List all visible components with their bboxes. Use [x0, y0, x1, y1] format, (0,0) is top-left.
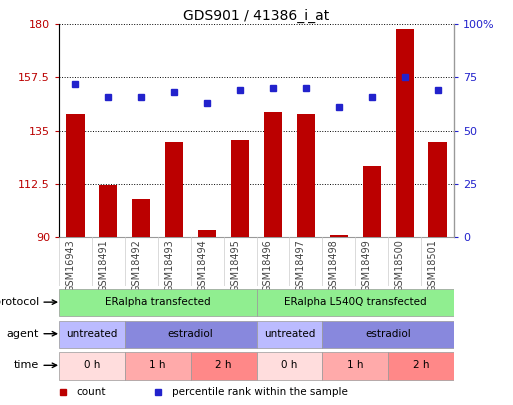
Bar: [165, 143, 183, 237]
Text: GSM18492: GSM18492: [131, 239, 141, 292]
Text: count: count: [77, 387, 106, 396]
Text: GSM18496: GSM18496: [263, 239, 273, 292]
Text: untreated: untreated: [66, 329, 117, 339]
Bar: [191, 352, 256, 379]
Text: GSM18501: GSM18501: [427, 239, 438, 292]
Text: agent: agent: [7, 329, 39, 339]
Bar: [256, 352, 322, 379]
Bar: [322, 352, 388, 379]
Bar: [231, 140, 249, 237]
Text: estradiol: estradiol: [168, 329, 213, 339]
Text: untreated: untreated: [264, 329, 315, 339]
Text: ERalpha L540Q transfected: ERalpha L540Q transfected: [284, 297, 427, 307]
Text: GSM18497: GSM18497: [296, 239, 306, 292]
Bar: [322, 321, 454, 348]
Text: time: time: [14, 360, 39, 370]
Bar: [100, 185, 117, 237]
Text: GSM18493: GSM18493: [164, 239, 174, 292]
Bar: [125, 352, 191, 379]
Bar: [198, 230, 216, 237]
Title: GDS901 / 41386_i_at: GDS901 / 41386_i_at: [183, 9, 330, 23]
Text: 2 h: 2 h: [215, 360, 232, 370]
Bar: [396, 29, 413, 237]
Bar: [59, 352, 125, 379]
Text: GSM18495: GSM18495: [230, 239, 240, 292]
Bar: [125, 321, 256, 348]
Bar: [297, 114, 315, 237]
Bar: [132, 199, 150, 237]
Text: 0 h: 0 h: [84, 360, 100, 370]
Text: GSM18499: GSM18499: [362, 239, 372, 292]
Text: 1 h: 1 h: [149, 360, 166, 370]
Text: GSM18498: GSM18498: [329, 239, 339, 292]
Text: GSM16943: GSM16943: [66, 239, 75, 292]
Bar: [59, 321, 125, 348]
Text: GSM18491: GSM18491: [98, 239, 108, 292]
Text: 1 h: 1 h: [347, 360, 364, 370]
Text: estradiol: estradiol: [365, 329, 411, 339]
Text: 2 h: 2 h: [413, 360, 429, 370]
Text: percentile rank within the sample: percentile rank within the sample: [171, 387, 347, 396]
Bar: [256, 321, 322, 348]
Bar: [363, 166, 381, 237]
Bar: [66, 114, 85, 237]
Bar: [264, 112, 282, 237]
Text: ERalpha transfected: ERalpha transfected: [105, 297, 210, 307]
Bar: [330, 234, 348, 237]
Text: 0 h: 0 h: [281, 360, 298, 370]
Text: GSM18494: GSM18494: [197, 239, 207, 292]
Bar: [388, 352, 454, 379]
Text: GSM18500: GSM18500: [394, 239, 405, 292]
Bar: [428, 143, 447, 237]
Bar: [256, 289, 454, 316]
Bar: [59, 289, 256, 316]
Text: protocol: protocol: [0, 297, 39, 307]
